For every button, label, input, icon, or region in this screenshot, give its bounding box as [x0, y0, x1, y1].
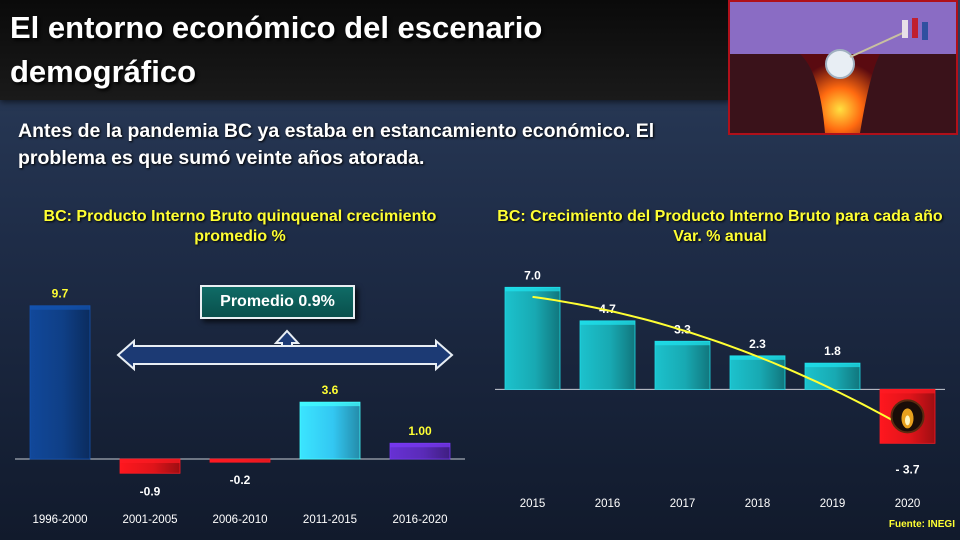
bar-2019: [804, 362, 861, 390]
bar-2011-2015: [299, 401, 361, 460]
bar-bevel: [730, 355, 785, 360]
pit-icon: [800, 54, 880, 133]
data-label: 7.0: [524, 268, 541, 282]
bar-2017: [654, 340, 711, 390]
bar-bevel: [120, 459, 180, 464]
bar-2015: [504, 286, 561, 390]
tick-label: 1996-2000: [33, 514, 88, 526]
pit-illustration: [730, 2, 956, 133]
page-title: El entorno económico del escenario demog…: [10, 10, 543, 89]
tick-label: 2019: [820, 498, 846, 510]
tick-label: 2018: [745, 498, 771, 510]
bar-bevel: [300, 402, 360, 407]
data-label: 3.6: [322, 383, 339, 397]
data-label: 2.3: [749, 337, 766, 351]
chart-title-annual: BC: Crecimiento del Producto Interno Bru…: [497, 208, 943, 245]
bar-1996-2000: [29, 305, 91, 460]
tick-label: 2017: [670, 498, 696, 510]
data-label: -0.9: [140, 484, 161, 498]
source-label: Fuente: INEGI: [888, 519, 955, 530]
bar-bevel: [805, 363, 860, 368]
trendline: [532, 295, 908, 430]
up-arrow-icon: [273, 329, 301, 347]
data-label: - 3.7: [895, 462, 919, 476]
bar-2018: [729, 355, 786, 390]
chart-title-quinquennial: BC: Producto Interno Bruto quinquenal cr…: [43, 208, 437, 245]
range-arrow-icon: [116, 338, 454, 372]
bar-bevel: [505, 287, 560, 292]
data-label: 4.7: [599, 302, 616, 316]
data-label: 9.7: [52, 287, 69, 301]
tick-label: 2016: [595, 498, 621, 510]
tick-label: 2016-2020: [393, 514, 448, 526]
tick-label: 2015: [520, 498, 546, 510]
flame-core-icon: [905, 415, 910, 426]
tick-label: 2020: [895, 498, 921, 510]
data-label: -0.2: [230, 473, 251, 487]
data-label: 1.00: [408, 424, 432, 438]
bar-bevel: [880, 389, 935, 394]
bar-bevel: [655, 341, 710, 346]
decorative-photo: [728, 0, 958, 135]
bar-2016: [579, 320, 636, 390]
title-bar: El entorno económico del escenario demog…: [0, 0, 730, 100]
subtitle: Antes de la pandemia BC ya estaba en est…: [18, 120, 655, 169]
tick-label: 2006-2010: [213, 514, 268, 526]
average-annotation: Promedio 0.9%: [200, 285, 355, 319]
globe-icon: [825, 49, 855, 79]
data-label: 1.8: [824, 344, 841, 358]
tick-label: 2011-2015: [303, 514, 357, 526]
bar-bevel: [30, 305, 90, 310]
bar-bevel: [210, 459, 270, 463]
tick-label: 2001-2005: [123, 514, 178, 526]
bar-bevel: [580, 320, 635, 325]
bar-bevel: [390, 443, 450, 448]
chart-quinquennial: 9.7 1996-2000 -0.9 2001-2005 -0.2 2006-2010 3.…: [15, 287, 465, 526]
